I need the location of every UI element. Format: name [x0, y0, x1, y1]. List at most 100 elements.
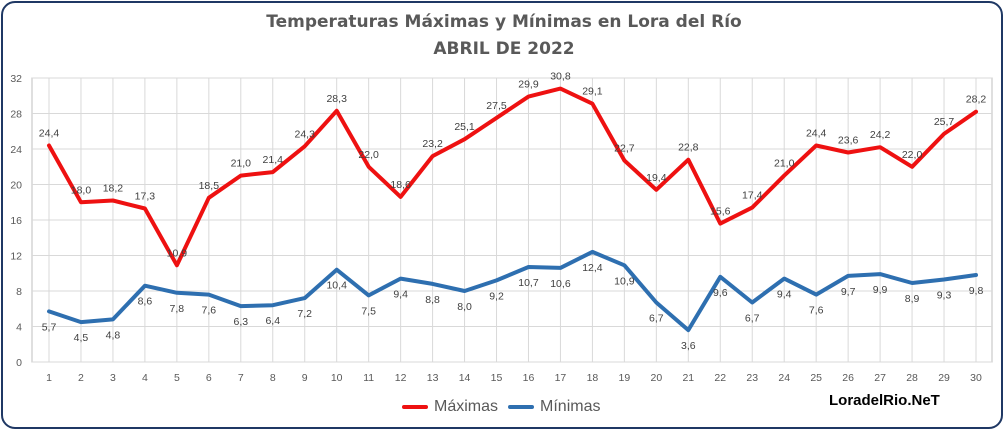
data-label-maximas: 24,4	[39, 127, 60, 139]
data-label-maximas: 25,7	[934, 116, 955, 128]
y-tick-label: 20	[10, 180, 22, 192]
x-tick-label: 16	[523, 372, 535, 384]
data-label-maximas: 30,8	[550, 71, 571, 83]
legend-item-maximas: Máximas	[402, 398, 498, 416]
x-tick-label: 10	[331, 372, 343, 384]
data-label-minimas: 10,9	[614, 275, 635, 287]
x-tick-label: 30	[970, 372, 982, 384]
data-label-minimas: 9,4	[393, 289, 408, 301]
data-label-maximas: 27,5	[486, 100, 507, 112]
data-label-maximas: 22,8	[678, 142, 699, 154]
x-tick-label: 7	[238, 372, 244, 384]
data-label-minimas: 10,4	[326, 280, 347, 292]
data-label-maximas: 29,1	[582, 86, 603, 98]
data-label-minimas: 12,4	[582, 262, 603, 274]
data-label-minimas: 7,6	[202, 305, 217, 317]
data-label-maximas: 17,4	[742, 190, 763, 202]
x-tick-label: 5	[174, 372, 180, 384]
x-tick-label: 4	[142, 372, 148, 384]
x-tick-label: 3	[110, 372, 116, 384]
data-label-maximas: 22,7	[614, 143, 635, 155]
x-tick-label: 12	[395, 372, 407, 384]
x-tick-label: 2	[78, 372, 84, 384]
data-label-maximas: 18,0	[71, 184, 92, 196]
x-tick-label: 8	[270, 372, 276, 384]
data-label-minimas: 6,4	[265, 315, 280, 327]
data-label-maximas: 28,3	[326, 93, 347, 105]
x-tick-label: 29	[938, 372, 950, 384]
data-label-maximas: 21,0	[774, 158, 795, 170]
data-label-maximas: 15,6	[710, 206, 731, 218]
x-tick-label: 19	[619, 372, 631, 384]
data-label-maximas: 17,3	[135, 190, 156, 202]
data-label-maximas: 25,1	[454, 121, 475, 133]
legend: Máximas Mínimas	[402, 398, 600, 416]
data-label-minimas: 6,7	[649, 313, 664, 325]
data-label-minimas: 8,9	[905, 293, 920, 305]
data-label-minimas: 4,8	[106, 329, 121, 341]
data-label-maximas: 24,3	[295, 128, 316, 140]
data-label-minimas: 8,0	[457, 301, 472, 313]
x-tick-label: 23	[746, 372, 758, 384]
data-label-minimas: 7,8	[170, 303, 185, 315]
x-tick-label: 22	[714, 372, 726, 384]
data-label-minimas: 7,5	[361, 305, 376, 317]
series-line-maximas	[47, 86, 978, 268]
y-tick-label: 24	[10, 144, 22, 156]
data-label-minimas: 9,4	[777, 289, 792, 301]
x-tick-label: 26	[842, 372, 854, 384]
data-label-minimas: 7,6	[809, 305, 824, 317]
data-label-maximas: 18,6	[390, 179, 411, 191]
legend-item-minimas: Mínimas	[508, 398, 600, 416]
y-tick-label: 0	[16, 357, 22, 369]
data-label-maximas: 18,2	[103, 182, 124, 194]
data-label-maximas: 18,5	[199, 180, 220, 192]
x-tick-label: 20	[651, 372, 663, 384]
data-label-maximas: 19,4	[646, 172, 667, 184]
data-label-minimas: 9,3	[937, 289, 952, 301]
data-label-maximas: 24,4	[806, 127, 827, 139]
x-tick-label: 21	[682, 372, 694, 384]
y-tick-label: 28	[10, 109, 22, 121]
x-tick-label: 18	[587, 372, 599, 384]
x-tick-label: 11	[363, 372, 374, 384]
chart-subtitle: ABRIL DE 2022	[433, 39, 575, 59]
data-label-minimas: 6,7	[745, 313, 760, 325]
data-label-minimas: 9,7	[841, 286, 856, 298]
data-label-maximas: 22,0	[902, 149, 923, 161]
legend-label-maximas: Máximas	[434, 398, 499, 415]
data-label-maximas: 23,2	[422, 138, 443, 150]
data-label-minimas: 10,7	[518, 277, 539, 289]
data-label-maximas: 28,2	[966, 94, 987, 106]
y-tick-label: 12	[10, 251, 22, 263]
data-label-maximas: 21,0	[231, 158, 252, 170]
data-label-minimas: 5,7	[42, 321, 57, 333]
legend-label-minimas: Mínimas	[540, 398, 601, 415]
data-label-minimas: 9,9	[873, 284, 888, 296]
data-label-minimas: 4,5	[74, 332, 89, 344]
data-label-minimas: 8,6	[138, 296, 153, 308]
legend-swatch-minimas	[508, 405, 535, 409]
data-label-minimas: 9,6	[713, 287, 728, 299]
data-label-minimas: 8,8	[425, 294, 440, 306]
data-label-minimas: 9,8	[969, 285, 984, 297]
x-tick-label: 13	[427, 372, 439, 384]
data-label-maximas: 22,0	[358, 149, 379, 161]
x-tick-label: 1	[46, 372, 52, 384]
y-tick-label: 8	[16, 286, 22, 298]
y-tick-label: 32	[10, 73, 22, 85]
x-tick-label: 25	[810, 372, 822, 384]
chart-title: Temperaturas Máximas y Mínimas en Lora d…	[266, 12, 742, 32]
x-tick-label: 28	[906, 372, 918, 384]
data-label-minimas: 9,2	[489, 290, 504, 302]
data-label-maximas: 21,4	[263, 154, 284, 166]
series-line-minimas	[47, 249, 978, 333]
data-label-maximas: 23,6	[838, 135, 859, 147]
y-tick-label: 4	[16, 322, 22, 334]
x-tick-label: 6	[206, 372, 212, 384]
data-label-maximas: 10,9	[167, 247, 188, 259]
data-label-minimas: 7,2	[297, 308, 312, 320]
data-label-minimas: 6,3	[233, 316, 248, 328]
